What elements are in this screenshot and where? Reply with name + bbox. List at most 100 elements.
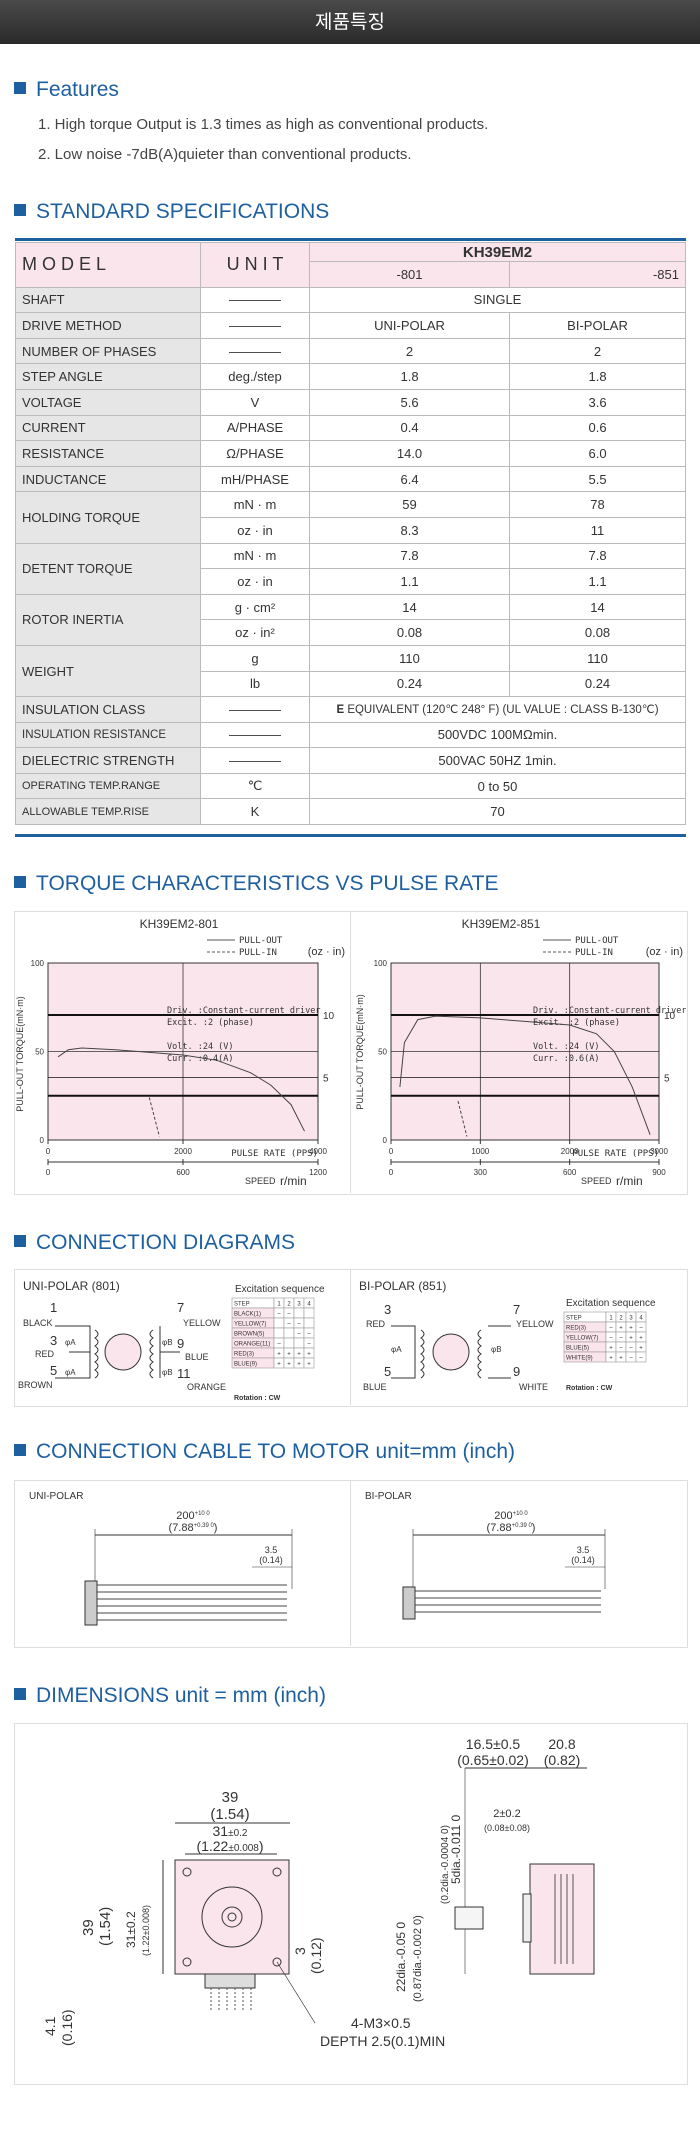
current-note: Curr. :0.4(A): [167, 1054, 234, 1064]
width-39-in: (1.54): [210, 1806, 249, 1823]
unit-dash: ————: [200, 286, 310, 314]
width-31: 31±0.2: [213, 1823, 248, 1839]
voltage-note: Volt. :24 (V): [533, 1042, 600, 1052]
y-tick-label: 50: [378, 1048, 387, 1057]
table-cell-text: YELLOW(7): [234, 1322, 266, 1328]
cable-title: BI-POLAR: [365, 1491, 412, 1502]
table-cell: [283, 1327, 295, 1339]
mount-hole-icon: [182, 1867, 192, 1877]
table-cell: [273, 1327, 285, 1339]
strip-length-in: (0.14): [571, 1555, 595, 1565]
offset-41-in: (0.16): [59, 2009, 75, 2046]
connection-heading: CONNECTION DIAGRAMS: [14, 1231, 295, 1255]
table-cell-text: 2: [287, 1302, 291, 1308]
y2-tick-label: 5: [323, 1074, 329, 1085]
table-cell-text: STEP: [234, 1302, 250, 1308]
unit-header: U N I T: [200, 242, 310, 288]
table-cell-text: STEP: [566, 1316, 582, 1322]
cell-value: 110: [308, 644, 511, 672]
table-row: INDUCTANCE mH/PHASE 6.4 5.5: [15, 465, 686, 493]
table-cell-text: –: [619, 1336, 623, 1342]
variant-a: -801: [308, 261, 511, 288]
pin-number: 9: [177, 1336, 184, 1351]
specs-heading-text: STANDARD SPECIFICATIONS: [36, 200, 330, 223]
excitation-note: Excit. :2 (phase): [533, 1018, 620, 1028]
speed-tick-label: 0: [389, 1168, 394, 1177]
strip-length: 3.5: [577, 1545, 590, 1555]
table-cell: [273, 1317, 285, 1329]
wire-label: BLACK: [23, 1318, 53, 1328]
cell-value: 0 to 50: [309, 772, 686, 800]
cell-value: 7.8: [509, 542, 686, 570]
boss-circle: [201, 1886, 263, 1948]
row-label: INSULATION RESISTANCE: [15, 721, 201, 749]
table-cell-text: YELLOW(7): [566, 1336, 598, 1342]
table-cell-text: –: [287, 1312, 291, 1318]
excitation-title: Excitation sequence: [566, 1298, 656, 1309]
phase-label: φB: [162, 1368, 173, 1377]
cable-wires: [97, 1584, 287, 1621]
table-cell: [293, 1337, 305, 1349]
table-cell-text: ORANGE(11): [234, 1342, 270, 1348]
shaft-center: [227, 1912, 237, 1922]
unit-cell: mN · m: [200, 542, 310, 570]
table-row: WEIGHT g 110 110: [15, 644, 686, 698]
cable-wires: [415, 1590, 601, 1613]
excitation-title: Excitation sequence: [235, 1284, 325, 1295]
variant-b: -851: [509, 261, 686, 288]
speed-tick-label: 600: [563, 1168, 577, 1177]
unit-cell: oz · in: [200, 516, 310, 544]
phase-label: φA: [391, 1345, 402, 1354]
coil-b-icon: [477, 1329, 482, 1379]
table-cell-text: 1: [277, 1302, 281, 1308]
table-row: OPERATING TEMP.RANGE ℃ 0 to 50: [15, 772, 686, 800]
mount-hole-icon: [272, 1957, 282, 1967]
table-row: oz · in² 0.08 0.08: [16, 619, 686, 646]
table-cell: [635, 1351, 647, 1363]
pull-in-line: [457, 1100, 468, 1137]
rotor-icon: [432, 1333, 470, 1371]
wire-label: YELLOW: [516, 1319, 554, 1329]
pin-number: 11: [177, 1366, 191, 1381]
row-label: NUMBER OF PHASES: [15, 337, 201, 365]
table-cell: [283, 1337, 295, 1349]
coil-wire: [55, 1325, 91, 1379]
table-cell-text: +: [629, 1326, 633, 1332]
unit-cell: mN · m: [200, 491, 310, 518]
pin-number: 9: [513, 1364, 520, 1379]
rotation-note: Rotation : CW: [566, 1385, 613, 1392]
table-cell-text: 1: [609, 1316, 613, 1322]
cable-length-in: (7.88+0.39 0): [487, 1522, 536, 1534]
y2-tick-label: 10: [664, 1011, 676, 1022]
table-cell: [303, 1357, 315, 1369]
row-label: HOLDING TORQUE: [15, 491, 201, 544]
cell-value: 0.08: [308, 619, 511, 646]
speed-label: SPEED: [581, 1176, 612, 1186]
table-cell: [303, 1317, 315, 1329]
row-label: WEIGHT: [15, 644, 201, 698]
cell-value: 6.0: [509, 440, 686, 467]
model-header: M O D E L: [15, 242, 201, 288]
step-2: 2±0.2: [493, 1808, 520, 1820]
table-row: HOLDING TORQUE mN · m 59 78: [15, 491, 686, 544]
table-cell-text: –: [609, 1336, 613, 1342]
table-cell-text: +: [277, 1362, 281, 1368]
torque-heading-text: TORQUE CHARACTERISTICS VS PULSE RATE: [36, 872, 499, 895]
cable-heading-text: CONNECTION CABLE TO MOTOR unit=mm (inch): [36, 1440, 516, 1463]
pin-number: 1: [50, 1300, 57, 1315]
y-tick-label: 100: [31, 959, 45, 968]
cell-value: 0.24: [308, 670, 511, 698]
wire-label: ORANGE: [187, 1382, 226, 1392]
table-cell-text: 3: [297, 1302, 301, 1308]
offset-3: 3: [292, 1947, 308, 1955]
table-cell-text: WHITE(9): [566, 1356, 593, 1362]
table-cell-text: +: [297, 1352, 301, 1358]
driver-note: Driv. :Constant-current driver: [533, 1006, 686, 1016]
unit-dash: ————: [200, 747, 310, 774]
row-label: DRIVE METHOD: [15, 312, 201, 339]
table-cell-text: +: [619, 1326, 623, 1332]
table-cell-text: –: [639, 1326, 643, 1332]
table-cell-text: +: [307, 1362, 311, 1368]
uni-cable-drawing: UNI-POLAR 200+10 0 (7.88+0.39 0) 3.5 (0.…: [29, 1491, 293, 1626]
